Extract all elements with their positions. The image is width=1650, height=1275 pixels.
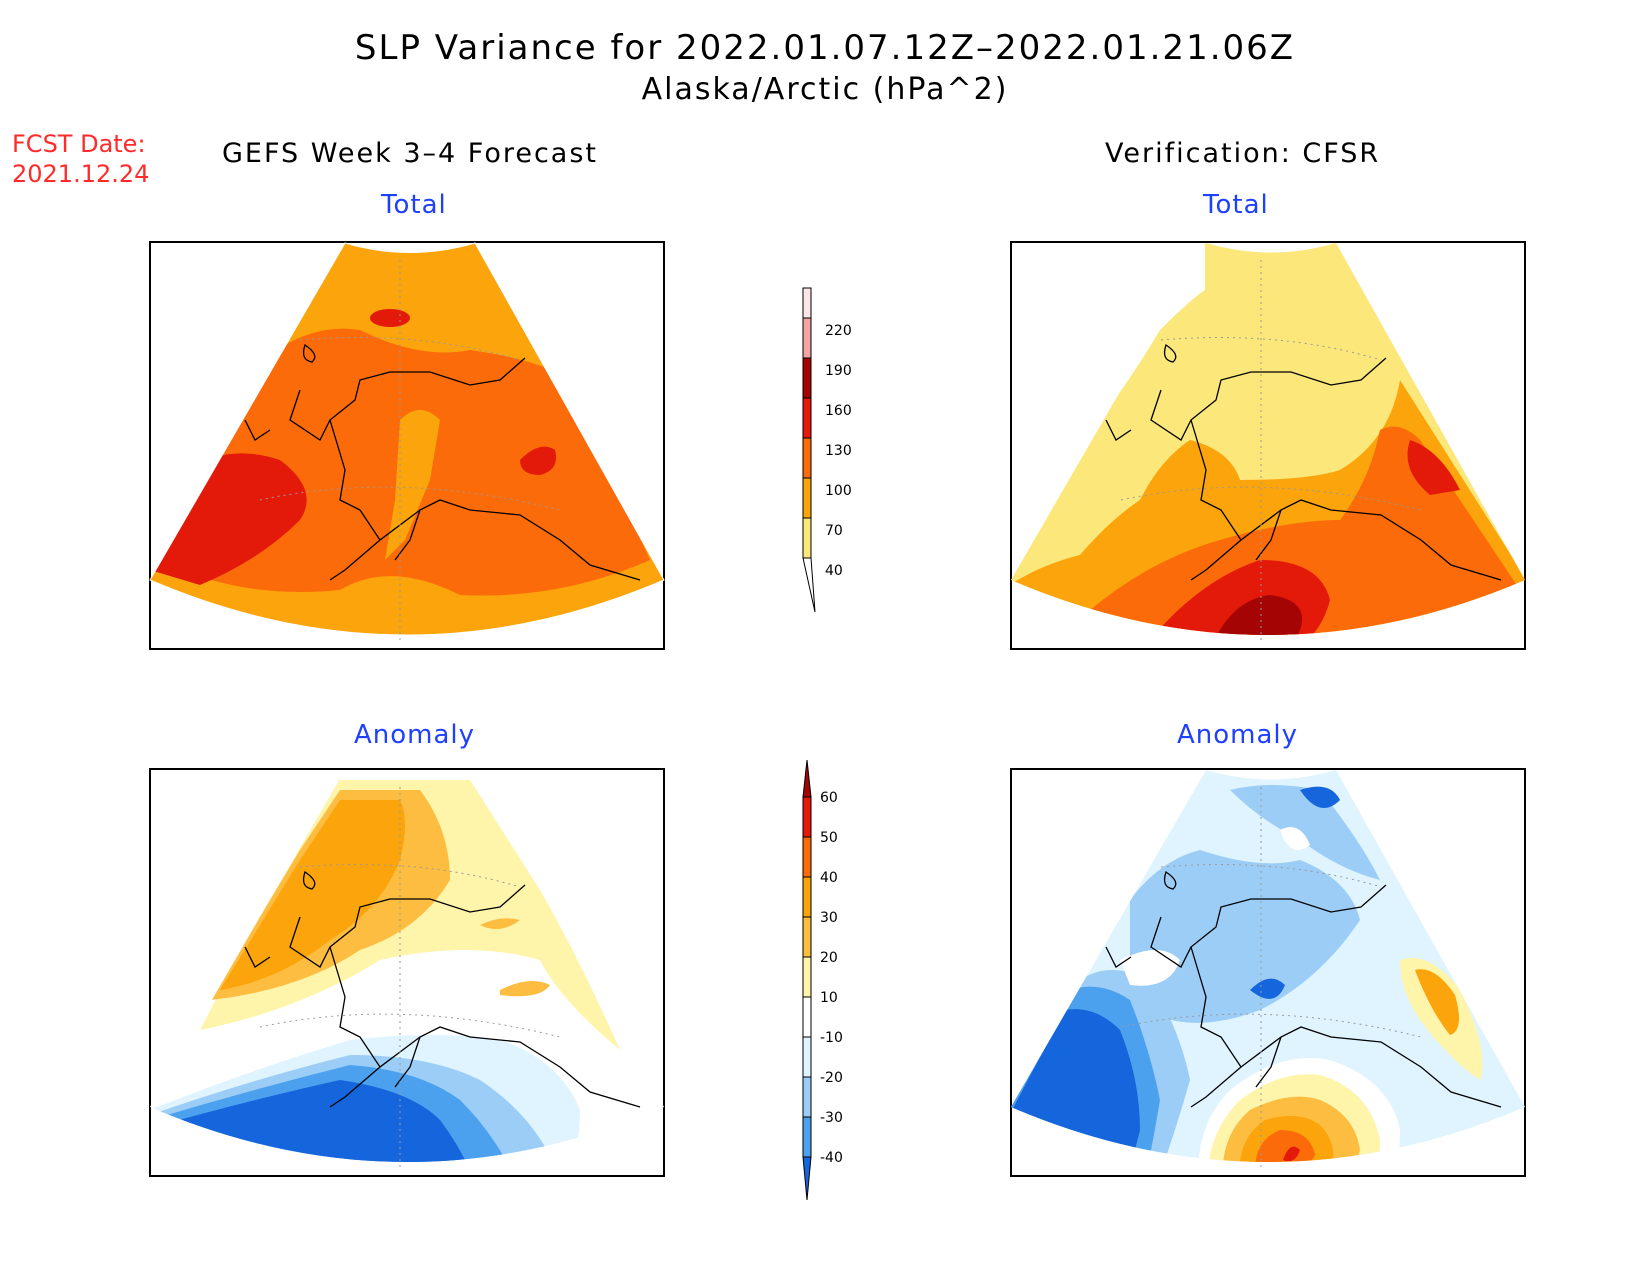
panel-label-total-right: Total: [1203, 190, 1269, 220]
colorbar-tick: 60: [820, 790, 838, 806]
colorbar-tick: 220: [825, 323, 852, 339]
colorbar-tick: 10: [820, 990, 838, 1006]
colorbar-tick: -40: [820, 1150, 843, 1166]
field-region: [1255, 1130, 1315, 1162]
field-region: [385, 410, 440, 560]
colorbar-tick: 30: [820, 910, 838, 926]
right-column-title: Verification: CFSR: [1105, 138, 1381, 169]
field-region: [1230, 785, 1380, 880]
chart-subtitle: Alaska/Arctic (hPa^2): [641, 72, 1009, 107]
colorbar-tick: 70: [825, 523, 843, 539]
colorbar-tick: 160: [825, 403, 852, 419]
colorbar-total: 220 190 160 130 100 70 40: [802, 287, 852, 613]
graticule: [1120, 260, 1422, 640]
field-region: [1130, 850, 1360, 1023]
map-cfsr-total: [1010, 241, 1526, 650]
field-region: [480, 918, 520, 929]
graticule: [1120, 787, 1422, 1167]
coastline: [1105, 870, 1502, 1108]
map-gefs-anomaly: [149, 768, 665, 1177]
field-region: [1283, 1146, 1300, 1162]
left-column-title: GEFS Week 3–4 Forecast: [222, 138, 599, 169]
field-region: [370, 309, 410, 327]
colorbar-anomaly: 60 50 40 30 20 10 -10 -20 -30 -40: [802, 759, 843, 1201]
fcst-date-value: 2021.12.24: [12, 160, 150, 188]
panel-label-total-left: Total: [381, 190, 447, 220]
field-region: [1250, 411, 1275, 424]
field-region: [1250, 978, 1285, 999]
graticule: [259, 260, 561, 640]
field-region: [520, 446, 556, 475]
field-region: [1120, 950, 1180, 986]
field-region: [1090, 426, 1520, 635]
field-region: [1407, 440, 1460, 495]
colorbar-tick: 190: [825, 363, 852, 379]
colorbar-tick: 40: [825, 563, 843, 579]
coastline: [244, 343, 641, 581]
colorbar-tick: 40: [820, 870, 838, 886]
field-region: [1280, 827, 1310, 850]
fcst-date-label: FCST Date:: [12, 130, 146, 158]
coastline: [1105, 343, 1502, 581]
field-region: [1210, 595, 1302, 635]
colorbar-tick: -30: [820, 1110, 843, 1126]
colorbar-tick: -20: [820, 1070, 843, 1086]
colorbar-tick: 50: [820, 830, 838, 846]
map-gefs-total: [149, 241, 665, 650]
field-region: [500, 981, 550, 997]
field-region: [220, 800, 405, 990]
field-region: [150, 1080, 480, 1162]
coastline: [244, 870, 641, 1108]
panel-label-anomaly-left: Anomaly: [354, 720, 476, 750]
colorbar-tick: 20: [820, 950, 838, 966]
colorbar-tick: -10: [820, 1030, 843, 1046]
panel-label-anomaly-right: Anomaly: [1177, 720, 1299, 750]
field-region: [1300, 786, 1340, 808]
colorbar-tick: 100: [825, 483, 852, 499]
field-region: [1415, 969, 1459, 1035]
colorbar-tick: 130: [825, 443, 852, 459]
chart-title: SLP Variance for 2022.01.07.12Z–2022.01.…: [354, 28, 1296, 68]
graticule: [259, 787, 561, 1167]
map-cfsr-anomaly: [1010, 768, 1526, 1177]
